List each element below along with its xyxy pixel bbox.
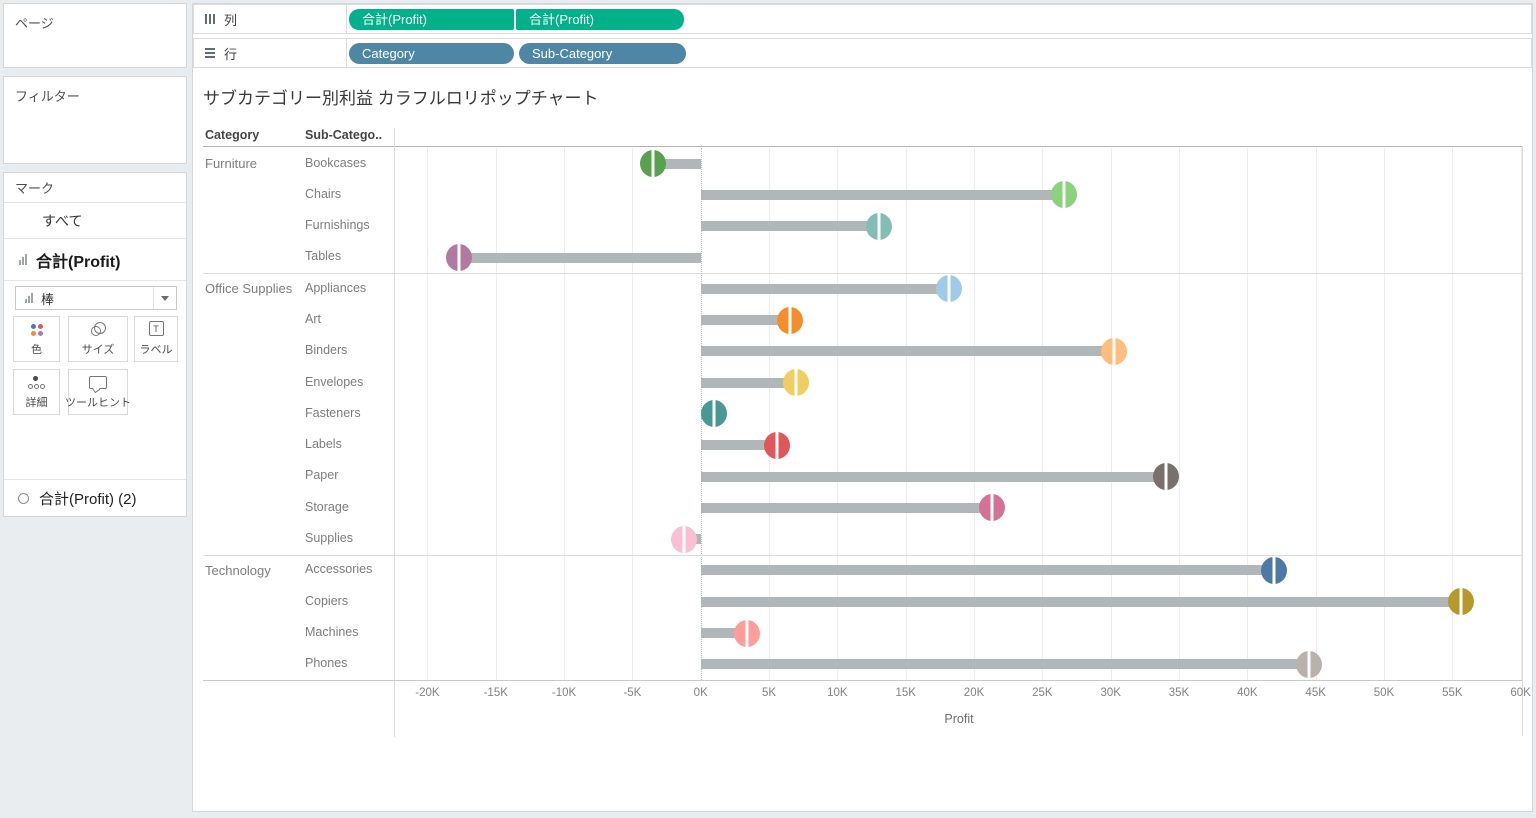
color-button-label: 色 (31, 344, 42, 356)
color-dots-icon (30, 324, 43, 336)
marks-card-title: マーク (4, 173, 186, 203)
detail-button-label: 詳細 (25, 397, 48, 409)
bar-mark-type-icon (25, 293, 33, 303)
rows-icon (205, 48, 215, 58)
columns-shelf-header: 列 (194, 5, 347, 33)
marks-tab-sum-profit-2[interactable]: 合計(Profit) (2) (4, 479, 186, 517)
chevron-down-icon[interactable] (153, 287, 176, 309)
mark-type-dropdown[interactable]: 棒 (15, 286, 177, 310)
label-button[interactable]: ラベル (134, 316, 178, 362)
pages-shelf-label: ページ (15, 16, 54, 31)
marks-active-field-label: 合計(Profit) (36, 253, 121, 271)
size-circles-icon (90, 322, 106, 336)
filters-shelf[interactable]: フィルター (3, 76, 187, 164)
marks-tab-sum-profit[interactable]: 合計(Profit) (4, 239, 186, 281)
columns-icon (205, 14, 215, 24)
pill-category[interactable]: Category (349, 42, 514, 64)
pill-sub-category[interactable]: Sub-Category (519, 42, 686, 64)
filters-shelf-label: フィルター (15, 89, 80, 104)
mark-type-value: 棒 (41, 291, 55, 307)
secondary-field-label: 合計(Profit) (2) (39, 491, 137, 508)
label-button-label: ラベル (139, 344, 173, 356)
circle-mark-icon (18, 493, 29, 504)
rows-shelf[interactable]: 行 Category Sub-Category (193, 38, 1532, 68)
detail-dots-icon (27, 376, 46, 389)
rows-shelf-label: 行 (224, 46, 238, 62)
rows-shelf-header: 行 (194, 39, 347, 67)
pill-sum-profit-2[interactable]: 合計(Profit) (516, 8, 684, 30)
header-underline (203, 146, 1522, 147)
size-button-label: サイズ (81, 344, 115, 356)
pages-shelf[interactable]: ページ (3, 3, 187, 68)
marks-tab-all[interactable]: すべて (4, 203, 186, 239)
size-button[interactable]: サイズ (68, 316, 128, 362)
header-plot-divider (394, 128, 395, 737)
tooltip-button[interactable]: ツールヒント (65, 369, 131, 415)
detail-button[interactable]: 詳細 (13, 369, 60, 415)
x-axis-title: Profit (944, 712, 974, 726)
columns-shelf[interactable]: 列 合計(Profit) 合計(Profit) (193, 4, 1532, 34)
marks-card: マーク すべて 合計(Profit) 棒 色 サイズ ラベル 詳細 ツールヒント… (3, 172, 187, 517)
chart-title: サブカテゴリー別利益 カラフルロリポップチャート (203, 89, 599, 108)
bar-chart-icon (19, 254, 27, 265)
axis-baseline (203, 680, 1522, 681)
color-button[interactable]: 色 (13, 316, 60, 362)
pill-sum-profit-1[interactable]: 合計(Profit) (349, 8, 514, 30)
tooltip-bubble-icon (89, 376, 107, 389)
plot-right-border (1522, 146, 1523, 736)
tooltip-button-label: ツールヒント (65, 397, 131, 409)
columns-shelf-label: 列 (224, 12, 238, 28)
column-header-category[interactable]: Category (205, 128, 260, 142)
column-header-sub-category[interactable]: Sub-Catego.. (305, 128, 383, 142)
text-label-icon (148, 321, 164, 336)
